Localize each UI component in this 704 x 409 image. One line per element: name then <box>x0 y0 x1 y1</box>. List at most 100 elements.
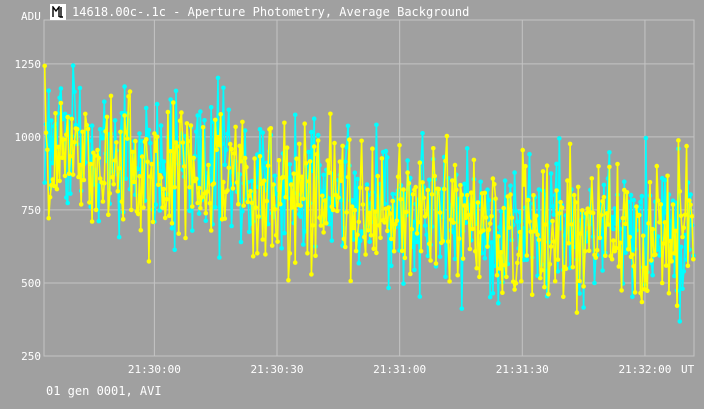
data-point <box>225 131 230 137</box>
data-point <box>249 178 255 184</box>
data-point <box>368 233 374 238</box>
data-point <box>150 219 156 225</box>
data-point <box>619 288 624 293</box>
data-point <box>111 181 116 187</box>
data-point <box>213 204 218 210</box>
data-point <box>242 155 248 161</box>
data-point <box>236 201 241 207</box>
data-point <box>357 238 363 244</box>
data-point <box>345 174 351 180</box>
data-point <box>311 144 317 149</box>
data-point <box>138 227 144 233</box>
data-point <box>279 246 285 251</box>
data-point <box>133 138 138 144</box>
data-point <box>401 187 406 192</box>
data-point <box>431 146 436 151</box>
data-point <box>401 281 406 286</box>
data-point <box>218 112 223 117</box>
data-point <box>402 255 408 261</box>
data-point <box>482 190 488 196</box>
data-point <box>538 275 543 281</box>
data-point <box>487 294 493 300</box>
data-point <box>464 192 470 198</box>
data-point <box>106 212 111 218</box>
data-point <box>112 118 118 123</box>
data-point <box>158 175 164 180</box>
data-point <box>306 179 312 184</box>
data-point <box>566 240 571 246</box>
data-point <box>432 173 438 179</box>
data-point <box>574 310 580 315</box>
data-point <box>141 205 146 210</box>
data-point <box>390 198 396 204</box>
data-point <box>203 218 209 224</box>
data-point <box>276 158 282 163</box>
data-point <box>287 162 293 167</box>
data-point <box>678 213 684 219</box>
data-point <box>110 174 115 180</box>
data-point <box>672 273 677 279</box>
data-point <box>268 126 274 131</box>
data-point <box>229 146 234 152</box>
data-point <box>137 174 142 179</box>
data-point <box>416 219 421 225</box>
data-point <box>479 250 485 256</box>
data-point <box>135 166 141 172</box>
data-point <box>322 198 328 203</box>
data-point <box>261 178 267 183</box>
data-point <box>58 100 64 106</box>
data-point <box>230 186 236 191</box>
data-point <box>87 200 92 205</box>
data-point <box>191 155 196 161</box>
data-point <box>250 253 256 259</box>
data-point <box>226 107 232 113</box>
data-point <box>536 187 542 192</box>
data-point <box>580 208 585 213</box>
data-point <box>458 182 463 188</box>
data-point <box>386 205 391 210</box>
data-point <box>685 263 691 269</box>
data-point <box>76 174 81 180</box>
data-point <box>589 176 595 181</box>
data-point <box>466 212 471 218</box>
data-point <box>198 205 203 211</box>
data-point <box>631 263 636 269</box>
data-point <box>573 200 578 205</box>
data-point <box>80 129 85 135</box>
data-point <box>129 207 134 213</box>
data-point <box>650 226 655 232</box>
data-point <box>412 267 417 273</box>
y-tick-label: 250 <box>21 350 41 363</box>
data-point <box>183 235 188 241</box>
data-point <box>456 236 462 241</box>
data-point <box>233 124 238 130</box>
data-point <box>481 228 486 233</box>
data-point <box>303 161 309 166</box>
data-point <box>245 199 251 205</box>
data-point <box>353 248 359 254</box>
data-point <box>229 223 234 229</box>
data-point <box>632 290 638 295</box>
data-point <box>677 189 683 194</box>
data-point <box>257 127 263 132</box>
data-point <box>93 207 99 213</box>
data-point <box>609 256 615 262</box>
data-point <box>272 207 278 212</box>
data-point <box>498 250 504 255</box>
data-point <box>532 229 538 234</box>
data-point <box>92 153 98 159</box>
data-point <box>372 209 378 214</box>
data-point <box>118 129 123 135</box>
data-point <box>314 152 320 157</box>
data-point <box>315 138 321 143</box>
data-point <box>309 272 314 277</box>
data-point <box>429 192 435 197</box>
data-point <box>248 188 253 194</box>
data-point <box>555 257 561 262</box>
data-point <box>672 251 677 256</box>
data-point <box>508 192 513 197</box>
data-point <box>78 202 84 207</box>
data-point <box>395 174 401 180</box>
data-point <box>173 88 179 94</box>
data-point <box>204 189 210 194</box>
